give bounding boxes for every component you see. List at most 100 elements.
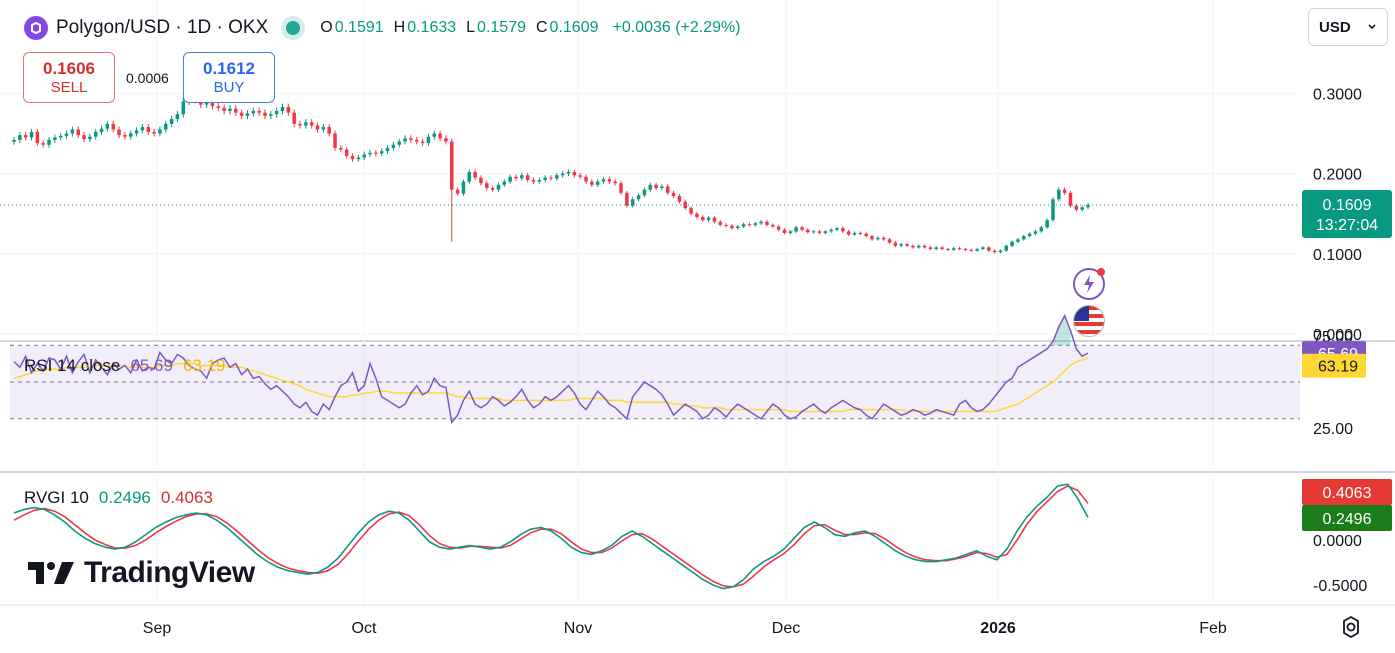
candle-body xyxy=(158,129,162,134)
candle-body xyxy=(473,171,477,178)
countdown-value: 13:27:04 xyxy=(1316,217,1378,234)
candle-body xyxy=(590,181,594,185)
candle-body xyxy=(327,127,331,134)
candle-body xyxy=(998,250,1003,253)
candle-body xyxy=(607,179,612,182)
candle-body xyxy=(625,192,629,206)
candle-body xyxy=(630,199,635,206)
rsi-value: 65.69 xyxy=(130,356,173,375)
tradingview-watermark: TradingView xyxy=(28,556,255,590)
candle-body xyxy=(514,176,518,179)
candle-body xyxy=(1051,199,1055,221)
chart-header: Polygon/USD · 1D · OKX O 0.1591 H 0.1633 L… xyxy=(24,14,741,42)
buy-button[interactable]: 0.1612 BUY xyxy=(183,52,275,103)
candle-body xyxy=(216,106,221,108)
candle-body xyxy=(239,112,244,116)
candle-body xyxy=(315,125,320,130)
candle-body xyxy=(660,186,664,189)
market-status-icon xyxy=(286,21,301,35)
candle-body xyxy=(806,229,810,233)
candle-body xyxy=(788,231,793,233)
candle-body xyxy=(47,139,51,145)
candle-body xyxy=(916,245,921,248)
candle-body xyxy=(251,111,256,114)
candle-body xyxy=(537,180,542,182)
candle-body xyxy=(438,133,442,139)
candle-body xyxy=(111,123,115,130)
time-axis-label: Oct xyxy=(352,620,377,637)
candle-body xyxy=(29,131,34,138)
rvgi-value-tag xyxy=(1302,505,1392,531)
candle-body xyxy=(321,127,326,130)
currency-select[interactable]: USD xyxy=(1308,8,1388,46)
rsi-line xyxy=(13,313,1089,425)
sell-button[interactable]: 0.1606 SELL xyxy=(23,52,115,103)
candle-body xyxy=(987,247,991,251)
sell-label: SELL xyxy=(50,79,88,96)
candle-body xyxy=(683,201,688,209)
candle-body xyxy=(362,154,366,158)
rsi-ma-tag xyxy=(1302,353,1366,378)
chevron-down-icon xyxy=(1367,19,1377,36)
rsi-legend[interactable]: RSI 14 close 65.69 63.19 xyxy=(24,356,225,376)
candle-body xyxy=(1016,239,1020,242)
price-axis-label: 0.0000 xyxy=(1313,327,1362,344)
candle-body xyxy=(1022,236,1026,240)
candle-body xyxy=(969,249,974,251)
candle-body xyxy=(286,107,291,113)
gear-icon[interactable] xyxy=(1338,614,1364,640)
candle-body xyxy=(701,216,705,221)
candle-body xyxy=(228,108,232,112)
candle-body xyxy=(876,237,880,240)
candle-body xyxy=(391,144,396,148)
candle-body xyxy=(490,188,495,190)
ohlc-high: H 0.1633 xyxy=(393,19,457,36)
candle-body xyxy=(1074,205,1079,210)
symbol-title[interactable]: Polygon/USD · 1D · OKX xyxy=(56,17,269,38)
candle-body xyxy=(928,247,933,249)
sell-price: 0.1606 xyxy=(43,59,95,78)
candle-body xyxy=(350,155,355,160)
rsi-ma-tag-label: 63.19 xyxy=(1318,359,1358,376)
candle-body xyxy=(234,108,238,113)
polygon-logo-icon xyxy=(24,16,48,40)
candle-body xyxy=(520,175,524,179)
flash-event-icon[interactable] xyxy=(1073,268,1105,300)
candle-body xyxy=(852,232,857,235)
time-axis-label: Dec xyxy=(772,620,800,637)
candle-body xyxy=(397,141,401,145)
rvgi-signal-value: 0.4063 xyxy=(160,488,213,507)
candle-body xyxy=(887,239,892,243)
rvgi-value: 0.2496 xyxy=(98,488,151,507)
price-axis-label: 0.1000 xyxy=(1313,247,1362,264)
candle-body xyxy=(298,123,302,126)
candle-body xyxy=(222,107,226,112)
candle-body xyxy=(911,245,915,248)
candle-body xyxy=(946,248,950,250)
candle-body xyxy=(572,171,577,176)
candle-body xyxy=(403,138,407,142)
candle-body xyxy=(829,229,833,232)
time-axis-label: 2026 xyxy=(980,620,1016,637)
candle-body xyxy=(426,136,431,144)
rvgi-signal-line xyxy=(13,485,1089,588)
spread-value: 0.0006 xyxy=(126,70,169,86)
candle-body xyxy=(811,231,816,233)
candle-body xyxy=(619,183,623,193)
candle-body xyxy=(841,228,845,232)
buy-label: BUY xyxy=(213,79,245,96)
candle-body xyxy=(531,180,536,182)
candle-body xyxy=(1062,189,1067,193)
rvgi-signal-tag xyxy=(1302,479,1392,505)
candle-body xyxy=(566,171,571,174)
rvgi-legend[interactable]: RVGI 10 0.2496 0.4063 xyxy=(24,488,213,508)
candle-body xyxy=(753,223,758,225)
us-flag-event-icon[interactable] xyxy=(1073,305,1105,337)
candle-body xyxy=(642,189,647,196)
candle-body xyxy=(1010,241,1014,246)
buy-price: 0.1612 xyxy=(203,59,255,78)
ohlc-open: O 0.1591 xyxy=(320,19,384,36)
candle-body xyxy=(525,175,530,181)
candle-body xyxy=(893,242,898,246)
